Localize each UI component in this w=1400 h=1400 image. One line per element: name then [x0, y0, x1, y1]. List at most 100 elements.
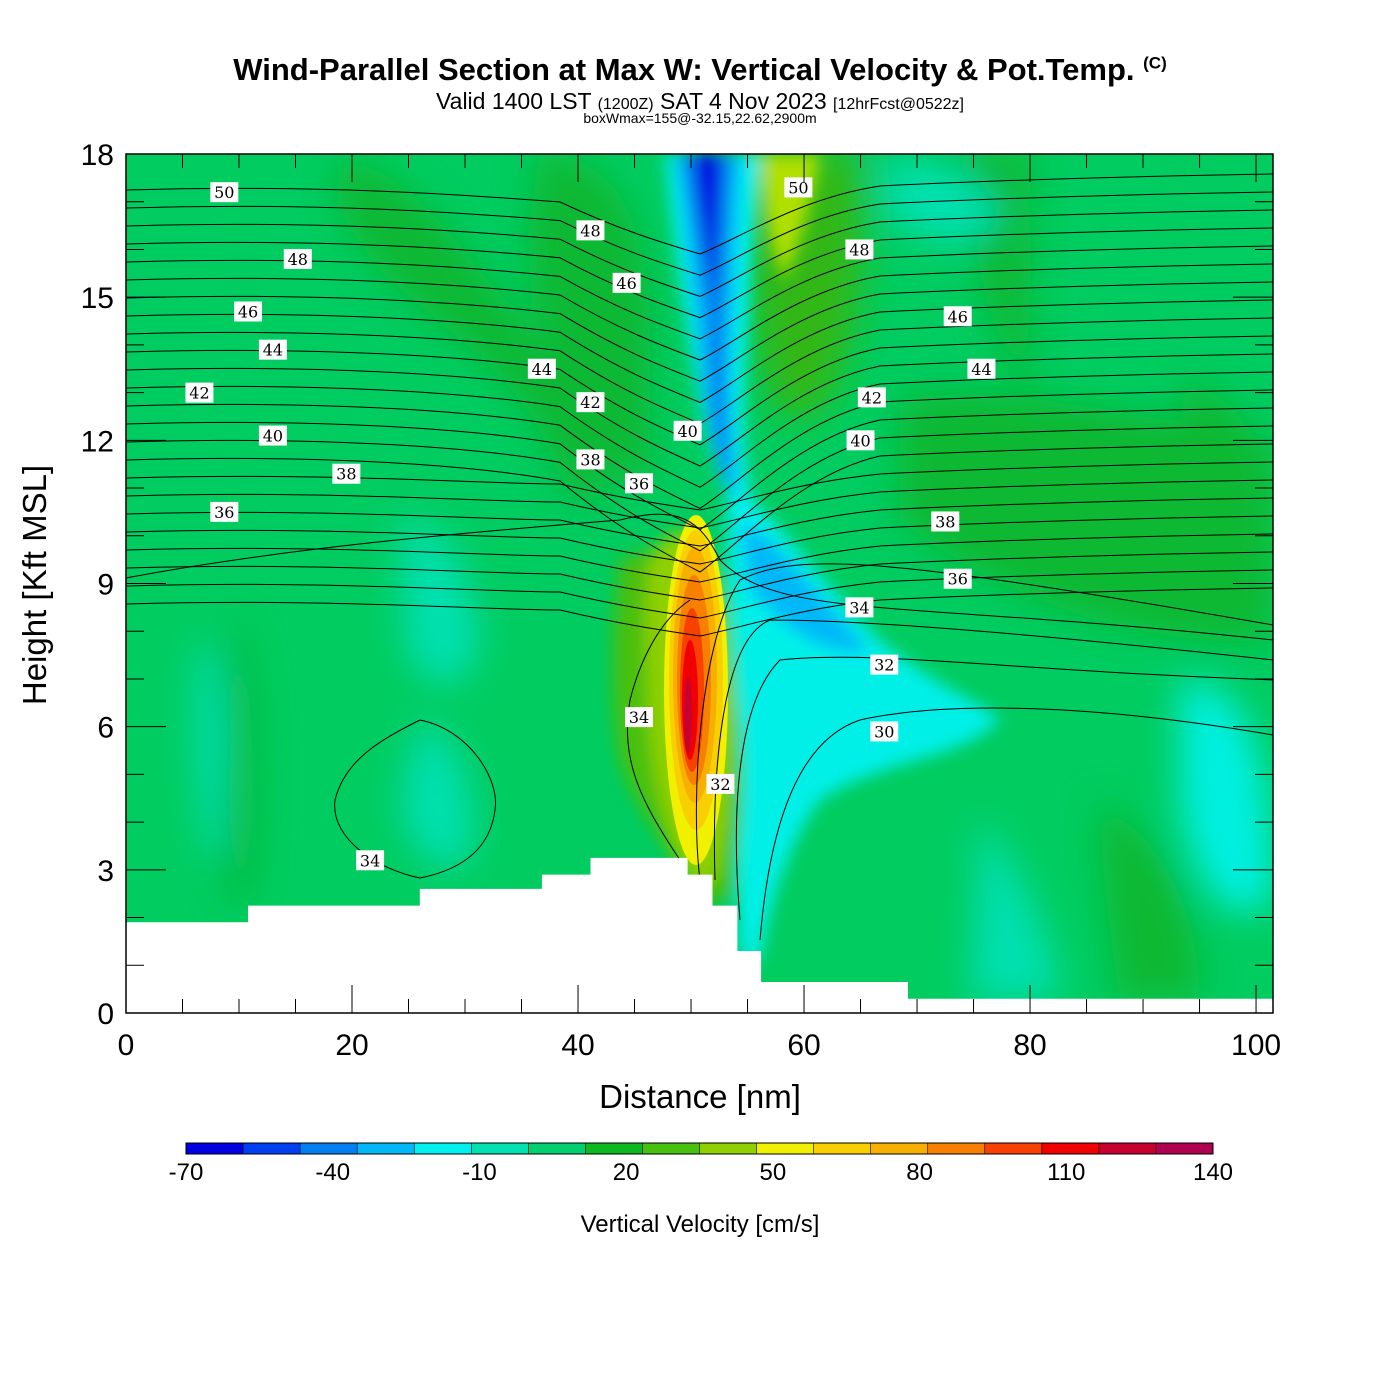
theta-contour: [126, 443, 1273, 573]
contour-label: 40: [850, 431, 870, 450]
colorbar-swatch: [300, 1143, 358, 1154]
contour-label: 38: [935, 512, 955, 531]
contour-label-box: [283, 248, 312, 269]
theta-contour: [627, 599, 691, 861]
contour-label-box: [967, 358, 996, 379]
contour-label: 32: [710, 775, 730, 794]
theta-contour: [126, 479, 1273, 529]
utc-time: (1200Z): [597, 96, 654, 113]
valid-time: Valid 1400 LST: [436, 88, 592, 114]
contour-label: 44: [532, 360, 552, 379]
theta-contour: [126, 299, 1273, 403]
contour-label-box: [210, 501, 239, 522]
forecast-info: [12hrFcst@0522z]: [833, 96, 964, 113]
contour-label: 34: [849, 598, 869, 617]
colorbar-tick-label: 80: [906, 1159, 933, 1186]
colorbar-swatch: [585, 1143, 643, 1154]
theta-contour: [126, 281, 1273, 382]
theta-contour: [126, 173, 1273, 255]
contour-label-box: [706, 773, 735, 794]
theta-contour: [695, 563, 1273, 881]
contour-label: 30: [874, 722, 894, 741]
contour-label-box: [576, 392, 605, 413]
chart-subtitle: Valid 1400 LST (1200Z) SAT 4 Nov 2023 [1…: [0, 88, 1400, 115]
terrain: [126, 857, 1273, 1013]
contour-label: 42: [580, 393, 600, 412]
theta-contour: [713, 619, 1273, 881]
contour-label-box: [673, 420, 702, 441]
contour-label: 50: [788, 178, 808, 197]
contour-label: 32: [874, 656, 894, 675]
y-tick-label: 15: [81, 282, 114, 315]
colorbar-label: Vertical Velocity [cm/s]: [581, 1211, 820, 1238]
theta-contour: [126, 587, 1273, 637]
theta-contour: [126, 353, 1273, 467]
contour-label-box: [846, 430, 875, 451]
theta-contour-labels: 50 48 46 44 42 40 38 36 48 46 44 42 40 38 36 50 48 46 44 42…: [185, 177, 996, 871]
region-right-negative: [1180, 680, 1273, 913]
contour-label: 40: [263, 427, 283, 446]
colorbar-swatch: [756, 1143, 815, 1154]
colorbar-swatch: [186, 1143, 244, 1154]
theta-contour: [126, 371, 1273, 488]
contour-label-box: [210, 182, 239, 203]
x-tick-label: 0: [118, 1029, 135, 1062]
contour-label-box: [845, 239, 874, 260]
colorbar-swatch: [1041, 1143, 1100, 1154]
y-tick-label: 0: [97, 998, 114, 1031]
theta-contour: [334, 719, 497, 879]
contour-label-box: [943, 306, 972, 327]
contour-label: 34: [360, 851, 380, 870]
colorbar-swatch: [1098, 1143, 1157, 1154]
colorbar-tick-label: -70: [169, 1159, 204, 1186]
x-tick-label: 80: [1013, 1029, 1046, 1062]
colorbar-swatch: [414, 1143, 472, 1154]
y-tick-label: 12: [81, 425, 114, 458]
contour-label: 46: [616, 274, 636, 293]
contour-label: 36: [214, 503, 234, 522]
contour-label-box: [332, 463, 361, 484]
contour-label-box: [943, 568, 972, 589]
colorbar-swatch: [699, 1143, 758, 1154]
theta-contours: [126, 173, 1273, 941]
contour-label-box: [258, 425, 287, 446]
colorbar-tick-label: 50: [760, 1159, 787, 1186]
y-tick-label: 6: [97, 712, 114, 745]
theta-contour: [126, 335, 1273, 446]
contour-label: 38: [580, 450, 600, 469]
x-tick-label: 20: [335, 1029, 368, 1062]
contour-label: 38: [336, 465, 356, 484]
colorbar-swatch: [243, 1143, 301, 1154]
x-tick-label: 40: [561, 1029, 594, 1062]
theta-contour: [126, 497, 1273, 547]
x-axis-label: Distance [nm]: [599, 1078, 801, 1115]
updraft-level-140: [684, 677, 692, 753]
contour-label-box: [931, 511, 960, 532]
region-lower-right-positive: [1100, 800, 1200, 1000]
colorbar-tick-label: 140: [1193, 1159, 1233, 1186]
contour-label-box: [576, 449, 605, 470]
contour-label-box: [870, 721, 899, 742]
region-lower-right-negative: [970, 820, 1060, 1000]
contour-label-box: [625, 473, 654, 494]
colorbar-tick-label: 110: [1047, 1159, 1085, 1186]
contour-label-box: [234, 301, 263, 322]
theta-contour: [126, 263, 1273, 361]
colorbar-tick-label: -40: [315, 1159, 350, 1186]
contour-label: 44: [971, 360, 991, 379]
theta-contour: [126, 191, 1273, 276]
contour-label: 42: [862, 388, 882, 407]
region-downdraft-edge: [740, 520, 870, 652]
contour-label: 44: [263, 341, 283, 360]
contour-label: 48: [849, 240, 869, 259]
theta-contour: [126, 515, 1273, 565]
contour-label-box: [857, 387, 886, 408]
region-downdraft-column-inner: [682, 154, 732, 490]
y-axis-label: Height [Kft MSL]: [16, 465, 53, 705]
contour-label: 36: [948, 570, 968, 589]
theta-contour: [735, 656, 1273, 921]
colorbar-swatch: [1155, 1143, 1214, 1154]
contour-label-box: [845, 597, 874, 618]
